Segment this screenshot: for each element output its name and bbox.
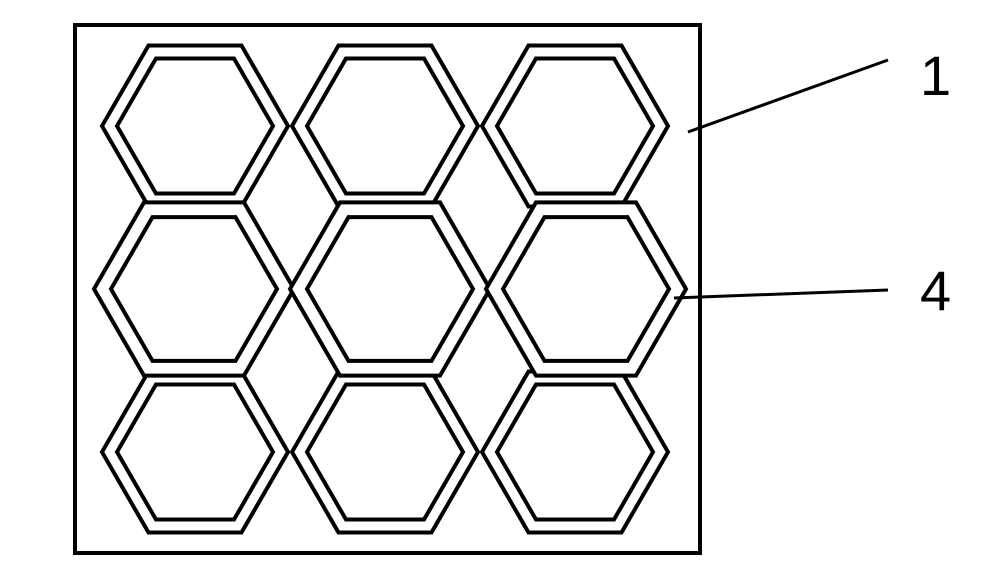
leader-line xyxy=(674,290,888,298)
leader-line xyxy=(688,60,888,132)
callout-label: 4 xyxy=(920,259,951,322)
callout-label: 1 xyxy=(920,44,951,107)
